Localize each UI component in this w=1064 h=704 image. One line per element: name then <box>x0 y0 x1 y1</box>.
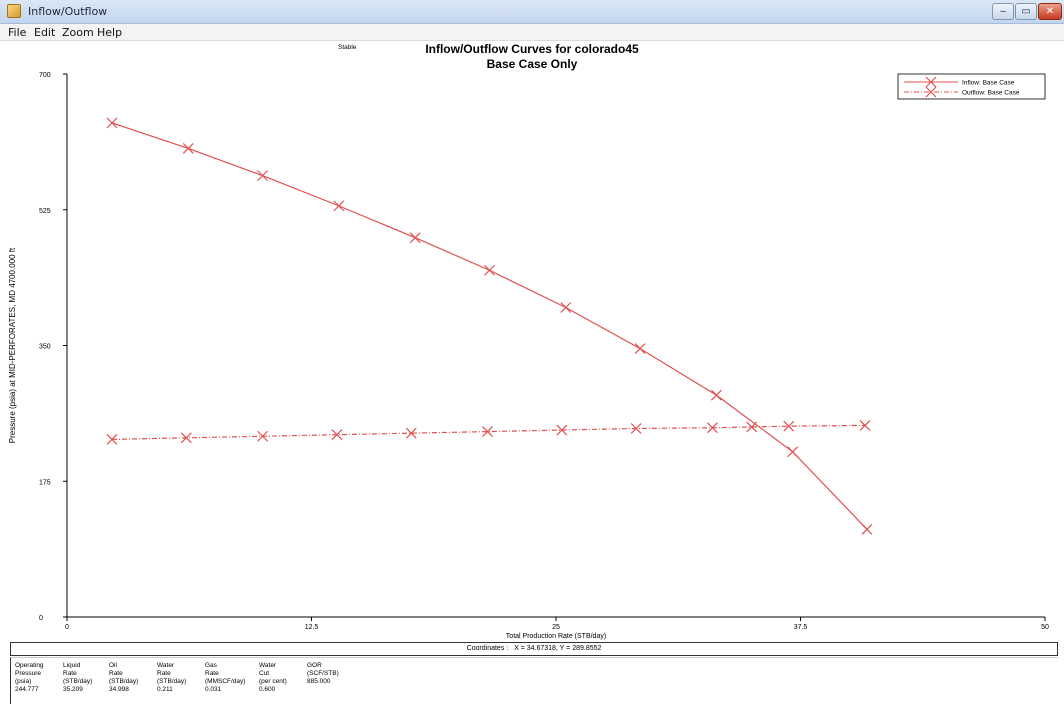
x-tick-label: 50 <box>1041 624 1049 631</box>
result-column-operating-pressure: Operating Pressure (psia) 244.777 <box>15 662 44 693</box>
result-column-oil-rate: Oil Rate (STB/day) 34.998 <box>109 662 139 693</box>
outflow-point[interactable] <box>331 429 343 441</box>
inflow-outflow-chart[interactable]: 0 175 350 525 700 0 12.5 25 37.5 50 Total Producti… <box>0 0 1064 640</box>
legend-marker[interactable] <box>925 86 937 98</box>
menu-help[interactable]: Help <box>97 26 123 39</box>
inflow-point[interactable] <box>560 302 572 313</box>
result-column-gas-rate: Gas Rate (MMSCF/day) 0.031 <box>205 662 246 693</box>
outflow-point[interactable] <box>106 433 118 445</box>
y-tick-label: 525 <box>39 208 51 215</box>
legend-marker[interactable] <box>925 76 937 88</box>
y-tick-label: 175 <box>39 479 51 486</box>
inflow-point[interactable] <box>409 232 421 244</box>
y-tick-label: 0 <box>39 615 43 622</box>
outflow-point[interactable] <box>859 419 871 431</box>
minimize-button[interactable]: ‒ <box>992 3 1014 20</box>
coordinates-readout: Coordinates : X = 34.67318, Y = 289.8552 <box>10 642 1058 656</box>
legend-label: Inflow: Base Case <box>962 80 1015 87</box>
outflow-point[interactable] <box>257 430 269 442</box>
menu-bar: File Edit Zoom Help <box>0 24 1064 41</box>
x-axis-label: Total Production Rate (STB/day) <box>506 633 606 640</box>
outflow-point[interactable] <box>630 423 642 434</box>
result-column-gor: GOR (SCF/STB) 885.000 <box>307 662 339 685</box>
inflow-point[interactable] <box>484 264 495 276</box>
menu-edit[interactable]: Edit <box>34 26 56 39</box>
y-tick-label: 350 <box>39 344 51 351</box>
x-tick-label: 0 <box>65 624 69 631</box>
inflow-point[interactable] <box>787 446 799 458</box>
legend-box <box>897 73 1046 100</box>
coordinates-label: Coordinates <box>466 645 505 652</box>
inflow-curve <box>111 122 868 530</box>
y-tick-label: 700 <box>39 72 51 79</box>
outflow-point[interactable] <box>180 432 192 444</box>
inflow-point[interactable] <box>333 200 345 212</box>
menu-file[interactable]: File <box>8 26 27 39</box>
result-column-water-rate: Water Rate (STB/day) 0.211 <box>157 662 187 693</box>
inflow-point[interactable] <box>861 523 873 535</box>
x-tick-label: 25 <box>552 624 560 631</box>
outflow-point[interactable] <box>556 424 568 436</box>
inflow-point[interactable] <box>106 117 118 129</box>
outflow-point[interactable] <box>746 421 758 433</box>
inflow-point[interactable] <box>182 143 194 154</box>
result-column-water-cut: Water Cut (per cent) 0.600 <box>259 662 287 693</box>
results-panel: Operating Pressure (psia) 244.777 Liquid Rat… <box>10 657 1058 704</box>
stability-status: Stable <box>338 44 357 51</box>
outflow-point[interactable] <box>707 422 718 434</box>
inflow-point[interactable] <box>257 170 269 182</box>
inflow-point[interactable] <box>710 389 722 401</box>
inflow-point[interactable] <box>634 343 646 355</box>
outflow-curve <box>111 424 866 440</box>
y-axis-label: Pressure (psia) at MID-PERFORATES, MD 47… <box>8 247 17 443</box>
x-tick-label: 12.5 <box>305 624 319 631</box>
menu-zoom[interactable]: Zoom <box>62 26 94 39</box>
chart-title: Inflow/Outflow Curves for colorado45 <box>425 42 639 56</box>
outflow-point[interactable] <box>405 427 417 439</box>
outflow-point[interactable] <box>783 420 795 432</box>
coordinates-value: X = 34.67318, Y = 289.8552 <box>514 645 602 652</box>
close-button[interactable]: ✕ <box>1038 3 1062 20</box>
app-icon <box>7 4 21 18</box>
result-column-liquid-rate: Liquid Rate (STB/day) 35.209 <box>63 662 93 693</box>
chart-subtitle: Base Case Only <box>486 57 578 71</box>
maximize-button[interactable]: ▭ <box>1015 3 1037 20</box>
window-title: Inflow/Outflow <box>28 5 108 18</box>
x-tick-label: 37.5 <box>794 624 808 631</box>
legend-label: Outflow: Base Case <box>962 90 1020 97</box>
outflow-point[interactable] <box>482 426 493 438</box>
window-titlebar: Inflow/Outflow ‒ ▭ ✕ <box>0 0 1064 24</box>
